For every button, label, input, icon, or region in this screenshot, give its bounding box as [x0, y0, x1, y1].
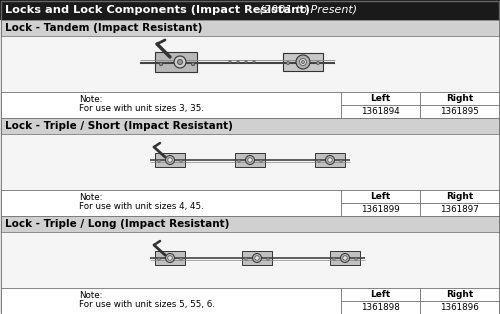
Text: Left: Left — [370, 94, 390, 103]
Bar — [315, 153, 345, 167]
Ellipse shape — [166, 155, 174, 165]
Ellipse shape — [158, 160, 160, 162]
Bar — [1, 20, 499, 36]
Ellipse shape — [238, 160, 240, 162]
Ellipse shape — [355, 258, 357, 260]
Ellipse shape — [245, 258, 247, 260]
Ellipse shape — [191, 62, 195, 66]
Text: Right: Right — [446, 192, 473, 201]
Bar — [155, 251, 185, 265]
Ellipse shape — [340, 253, 349, 263]
Bar — [420, 92, 499, 105]
Bar — [341, 288, 420, 301]
Ellipse shape — [333, 258, 335, 260]
Bar — [1, 288, 341, 314]
Ellipse shape — [237, 61, 240, 63]
Ellipse shape — [245, 61, 247, 63]
Ellipse shape — [316, 62, 320, 64]
Ellipse shape — [343, 256, 347, 260]
Bar — [420, 105, 499, 118]
Ellipse shape — [286, 62, 290, 64]
Bar — [235, 153, 265, 167]
Bar — [420, 190, 499, 203]
Ellipse shape — [168, 256, 172, 260]
Ellipse shape — [328, 158, 332, 162]
Ellipse shape — [340, 160, 342, 162]
Bar — [341, 92, 420, 105]
Bar — [0, 0, 500, 20]
Text: Lock - Tandem (Impact Resistant): Lock - Tandem (Impact Resistant) — [5, 23, 202, 33]
Ellipse shape — [252, 253, 262, 263]
Text: Lock - Triple / Short (Impact Resistant): Lock - Triple / Short (Impact Resistant) — [5, 121, 233, 131]
Ellipse shape — [248, 158, 252, 162]
Bar — [420, 203, 499, 216]
Ellipse shape — [267, 258, 269, 260]
Text: 1361896: 1361896 — [440, 303, 479, 312]
Text: 1361899: 1361899 — [361, 205, 400, 214]
Ellipse shape — [255, 256, 259, 260]
Text: Left: Left — [370, 192, 390, 201]
Ellipse shape — [174, 56, 186, 68]
Ellipse shape — [300, 58, 306, 66]
Ellipse shape — [326, 155, 334, 165]
Text: Lock - Triple / Long (Impact Resistant): Lock - Triple / Long (Impact Resistant) — [5, 219, 230, 229]
Text: Note:: Note: — [79, 95, 102, 104]
Bar — [341, 301, 420, 314]
Bar — [341, 203, 420, 216]
Text: For use with unit sizes 3, 35.: For use with unit sizes 3, 35. — [79, 104, 204, 113]
Bar — [242, 251, 272, 265]
Bar — [341, 190, 420, 203]
Ellipse shape — [246, 155, 254, 165]
Ellipse shape — [180, 160, 182, 162]
Ellipse shape — [260, 160, 262, 162]
Ellipse shape — [159, 62, 163, 66]
Bar — [1, 190, 341, 216]
Ellipse shape — [158, 258, 160, 260]
Bar — [1, 216, 499, 232]
Bar — [155, 153, 185, 167]
Text: 1361897: 1361897 — [440, 205, 479, 214]
Text: Right: Right — [446, 94, 473, 103]
Bar — [1, 118, 499, 134]
Ellipse shape — [229, 61, 231, 63]
Text: Right: Right — [446, 290, 473, 299]
Bar — [1, 36, 499, 92]
Bar — [283, 53, 323, 71]
Text: For use with unit sizes 4, 45.: For use with unit sizes 4, 45. — [79, 202, 204, 211]
Bar — [420, 288, 499, 301]
Text: 1361898: 1361898 — [361, 303, 400, 312]
Text: 1361895: 1361895 — [440, 107, 479, 116]
Ellipse shape — [180, 258, 182, 260]
Text: 1361894: 1361894 — [361, 107, 400, 116]
Ellipse shape — [296, 55, 310, 69]
Text: For use with unit sizes 5, 55, 6.: For use with unit sizes 5, 55, 6. — [79, 300, 215, 309]
Ellipse shape — [168, 158, 172, 162]
Bar — [1, 92, 341, 118]
Ellipse shape — [302, 61, 304, 63]
Bar — [155, 52, 197, 72]
Text: Locks and Lock Components (Impact Resistant): Locks and Lock Components (Impact Resist… — [5, 5, 310, 15]
Ellipse shape — [318, 160, 320, 162]
Bar — [1, 232, 499, 288]
Text: (2001 to Present): (2001 to Present) — [249, 5, 357, 15]
Text: Left: Left — [370, 290, 390, 299]
Bar — [330, 251, 360, 265]
Text: Note:: Note: — [79, 193, 102, 202]
Ellipse shape — [178, 59, 182, 64]
Text: Note:: Note: — [79, 291, 102, 300]
Bar — [420, 301, 499, 314]
Ellipse shape — [166, 253, 174, 263]
Ellipse shape — [253, 61, 256, 63]
Bar — [1, 134, 499, 190]
Bar — [341, 105, 420, 118]
